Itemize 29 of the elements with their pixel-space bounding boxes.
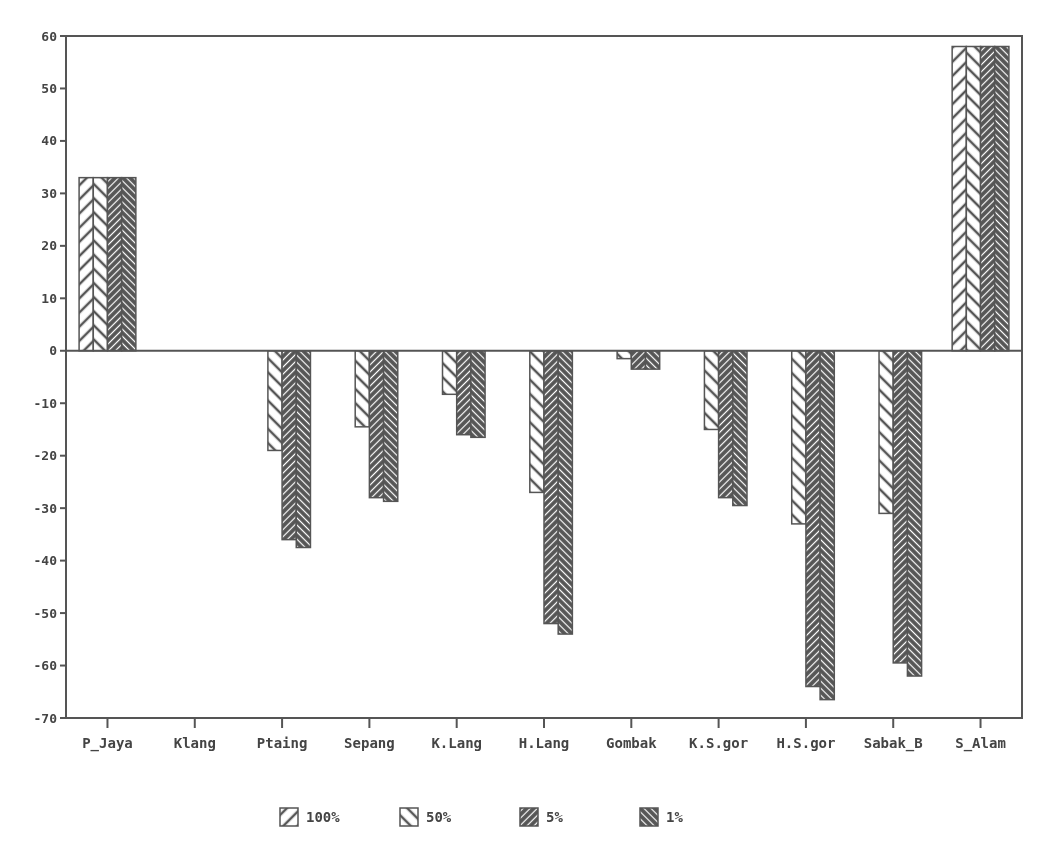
x-tick-label: Sabak_B [863,735,923,752]
x-tick-label: K.S.gor [689,735,749,751]
y-tick-label: -60 [33,658,58,674]
x-tick-label: H.S.gor [776,735,836,751]
y-tick-label: -20 [33,448,58,464]
y-tick-label: 50 [41,81,58,97]
y-tick-label: 0 [49,343,58,359]
y-tick-label: -70 [33,710,58,726]
x-tick-label: Gombak [606,735,658,751]
y-tick-label: 60 [41,28,58,44]
y-tick-label: 30 [41,185,58,201]
legend-label: 100% [306,809,341,825]
legend-label: 50% [426,809,452,825]
y-tick-label: 20 [41,238,58,254]
x-tick-label: H.Lang [518,735,570,751]
y-tick-label: -40 [33,553,58,569]
x-tick-label: K.Lang [431,735,482,751]
x-tick-label: Ptaing [256,735,308,751]
y-tick-label: -30 [33,500,58,516]
legend-label: 5% [546,809,564,825]
y-tick-label: -10 [33,395,58,411]
x-tick-label: Sepang [344,735,395,751]
x-tick-label: P_Jaya [82,735,133,752]
y-tick-label: 40 [41,133,58,149]
legend-label: 1% [666,809,684,825]
y-tick-label: 10 [41,290,58,306]
x-tick-label: S_Alam [955,735,1006,752]
y-tick-label: -50 [33,605,58,621]
x-tick-label: Klang [173,735,216,751]
